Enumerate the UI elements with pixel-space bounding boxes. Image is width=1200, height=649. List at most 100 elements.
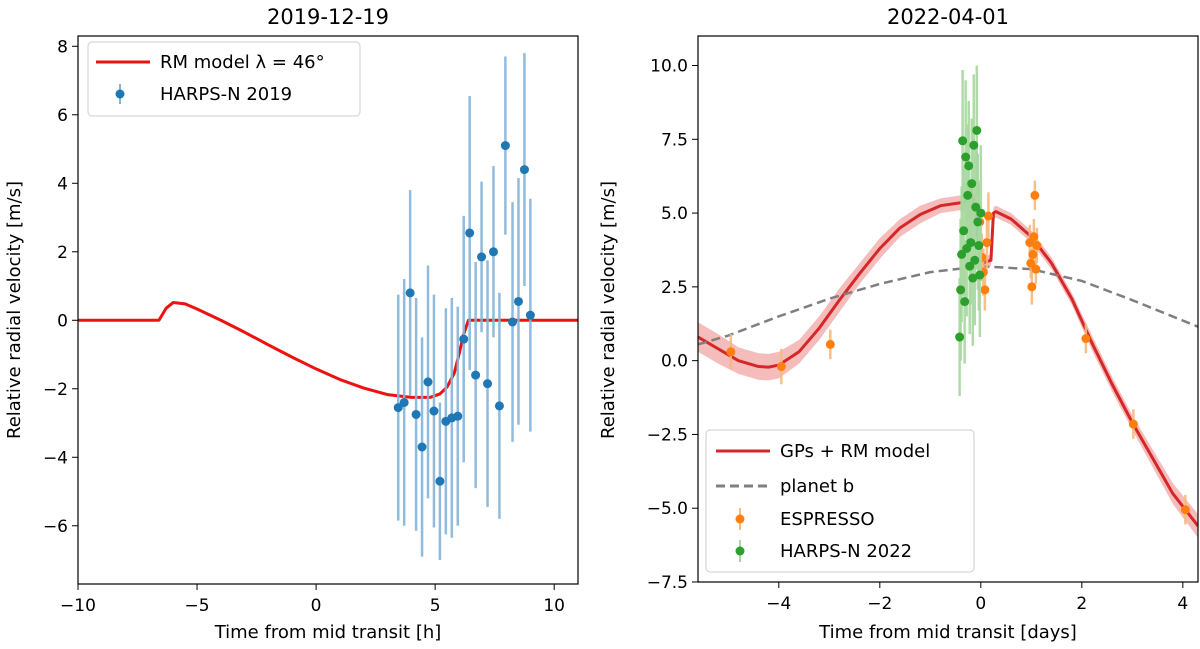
data-point <box>965 261 975 271</box>
uncertainty-band <box>698 180 1198 538</box>
data-point <box>477 252 487 262</box>
x-tick-label: 4 <box>1177 594 1188 614</box>
chart-title-left: 2019-12-19 <box>267 5 389 29</box>
data-point <box>776 362 786 372</box>
y-tick-label: 7.5 <box>661 130 688 150</box>
x-tick-label: 5 <box>430 596 441 616</box>
y-tick-label: −4 <box>43 448 68 468</box>
x-tick-label: 0 <box>975 594 986 614</box>
x-tick-label: −2 <box>867 594 892 614</box>
data-point <box>971 202 981 212</box>
y-tick-label: 8 <box>57 37 68 57</box>
data-point <box>1027 282 1037 292</box>
legend-left: RM model λ = 46° HARPS-N 2019 <box>87 41 361 117</box>
x-tick-label: −4 <box>766 594 791 614</box>
data-point <box>488 247 498 257</box>
data-point <box>1032 241 1042 251</box>
data-point <box>1180 505 1190 515</box>
y-tick-label: 6 <box>57 106 68 126</box>
axes-left: −10 −5 0 5 10 −6 −4 −2 0 2 4 6 8 <box>43 37 565 616</box>
x-axis-label-right: Time from mid transit [days] <box>818 622 1077 643</box>
legend-marker-espresso <box>735 514 745 524</box>
data-point <box>956 285 966 295</box>
y-axis-label-left: Relative radial velocity [m/s] <box>4 181 25 439</box>
data-point <box>500 141 510 151</box>
data-point <box>963 190 973 200</box>
data-point <box>429 406 439 416</box>
data-point <box>972 125 982 135</box>
legend-label-gps-rm: GPs + RM model <box>780 441 930 462</box>
model-curve <box>78 300 578 399</box>
panel-right: 2022-04-01 −4 −2 0 2 4 −7.5 −5.0 −2.5 0.0 2.5 5.0 7… <box>598 5 1199 643</box>
plot-area-left <box>78 53 578 561</box>
data-point <box>969 140 979 150</box>
data-point <box>393 403 403 413</box>
data-point <box>957 249 967 259</box>
x-tick-label: −5 <box>185 596 210 616</box>
data-point <box>471 370 481 380</box>
legend-right: GPs + RM model planet b ESPRESSO HARPS-N… <box>705 429 975 573</box>
axes-right: −4 −2 0 2 4 −7.5 −5.0 −2.5 0.0 2.5 5.0 7.5 10.0 <box>647 57 1189 614</box>
x-tick-label: 10 <box>543 596 565 616</box>
y-tick-label: 2.5 <box>661 278 688 298</box>
x-tick-label: −10 <box>60 596 96 616</box>
data-point <box>959 226 969 236</box>
y-tick-label: −5.0 <box>647 499 688 519</box>
x-tick-label: 2 <box>1076 594 1087 614</box>
data-point <box>726 347 736 357</box>
data-point <box>1030 190 1040 200</box>
data-point <box>1028 249 1038 259</box>
data-point <box>494 401 504 411</box>
legend-box-right <box>705 429 975 573</box>
data-point <box>405 288 415 298</box>
data-point <box>525 310 535 320</box>
axes-frame-left <box>77 35 579 585</box>
data-point <box>961 152 971 162</box>
data-point <box>399 397 409 407</box>
legend-label-planet-b: planet b <box>780 476 854 497</box>
data-point <box>975 270 985 280</box>
data-point <box>973 217 983 227</box>
legend-label-rm-model: RM model λ = 46° <box>160 52 325 73</box>
legend-marker-harpsn-2022 <box>735 546 745 556</box>
data-point <box>411 409 421 419</box>
data-point <box>1128 419 1138 429</box>
data-point <box>483 379 493 389</box>
legend-label-harpsn-2022: HARPS-N 2022 <box>780 541 912 562</box>
data-point <box>968 273 978 283</box>
data-point <box>513 296 523 306</box>
data-point <box>435 476 445 486</box>
legend-label-harpsn-2019: HARPS-N 2019 <box>160 84 292 105</box>
data-point <box>1081 334 1091 344</box>
data-point <box>967 179 977 189</box>
data-point <box>955 332 965 342</box>
chart-title-right: 2022-04-01 <box>887 5 1009 29</box>
data-point <box>966 238 976 248</box>
panel-left: 2019-12-19 −10 −5 0 5 10 −6 −4 −2 0 2 4 6 8 Time fro… <box>4 5 579 643</box>
y-tick-label: 10.0 <box>650 57 688 77</box>
data-point <box>1029 232 1039 242</box>
legend-marker-harpsn-2019 <box>115 89 125 99</box>
legend-box-left <box>87 41 361 117</box>
data-point <box>453 411 463 421</box>
plot-area-right <box>698 65 1198 538</box>
data-point <box>976 208 986 218</box>
y-tick-label: −7.5 <box>647 573 688 593</box>
y-tick-label: 5.0 <box>661 204 688 224</box>
data-point <box>982 238 992 248</box>
data-point <box>960 297 970 307</box>
y-tick-label: −2 <box>43 380 68 400</box>
x-tick-label: 0 <box>311 596 322 616</box>
x-axis-label-left: Time from mid transit [h] <box>214 622 442 643</box>
planet-b-curve <box>698 264 1198 346</box>
data-point <box>417 442 427 452</box>
data-point <box>974 241 984 251</box>
y-tick-label: 0.0 <box>661 352 688 372</box>
y-tick-label: −6 <box>43 517 68 537</box>
data-point <box>970 255 980 265</box>
data-point <box>825 339 835 349</box>
data-point <box>519 165 529 175</box>
y-axis-label-right: Relative radial velocity [m/s] <box>598 181 619 439</box>
data-point <box>964 161 974 171</box>
